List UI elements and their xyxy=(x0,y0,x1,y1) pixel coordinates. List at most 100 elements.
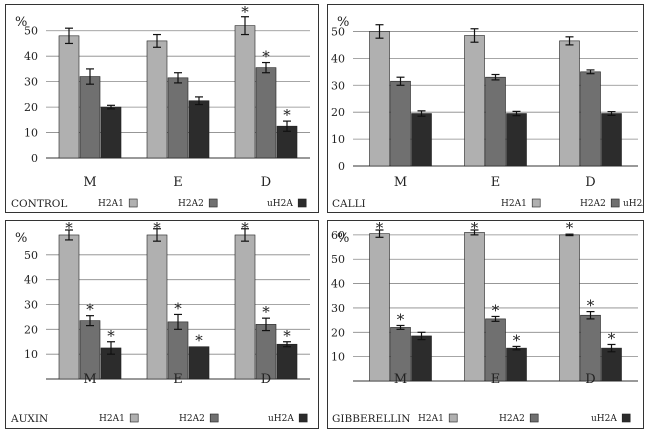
x-tick-label: E xyxy=(173,372,183,387)
legend-swatch-h2a1 xyxy=(129,413,139,423)
bar-h2a2-d xyxy=(255,324,277,380)
bar-h2a2-e xyxy=(485,76,506,167)
bar-uh2a-m xyxy=(411,335,432,382)
significance-star: * xyxy=(608,329,616,347)
x-tick-label: D xyxy=(261,372,271,387)
bar-uh2a-d xyxy=(276,343,298,380)
x-tick-label: M xyxy=(394,372,407,387)
y-tick-label: 40 xyxy=(24,50,38,63)
bar-uh2a-d xyxy=(601,347,622,382)
y-tick-label: 60 xyxy=(331,229,345,242)
bar-uh2a-m xyxy=(411,113,432,167)
chart-panel-gibberellin: 10 20 30 40 50 60% * * M * * * E * * * D GIBBERELLIN H2A1 H… xyxy=(327,220,644,429)
bar-uh2a-e xyxy=(506,347,527,382)
legend-label-uh2a: uH2A xyxy=(268,414,294,424)
legend-label-uh2a: uH2A xyxy=(267,199,293,209)
bar-uh2a-e xyxy=(188,100,210,159)
bar-h2a2-e xyxy=(167,77,189,159)
y-tick-label: 10 xyxy=(331,351,345,364)
significance-star: * xyxy=(492,301,500,319)
x-tick-label: D xyxy=(585,372,595,387)
panel-title: AUXIN xyxy=(10,413,48,425)
significance-star: * xyxy=(566,221,574,237)
legend-label-uh2a: uH2A xyxy=(623,199,643,209)
y-tick-label: 0 xyxy=(338,160,345,173)
legend-swatch-h2a2 xyxy=(610,198,620,208)
significance-star: * xyxy=(376,221,384,237)
y-tick-label: 20 xyxy=(331,326,345,339)
significance-star: * xyxy=(397,310,405,328)
y-axis-unit: % xyxy=(15,15,27,30)
y-tick-label: 50 xyxy=(24,25,38,38)
chart-panel-calli: 0 10 20 30 40 50% M E D CALLI H2A1 H2A2 uH2A xyxy=(327,4,644,213)
chart-svg-gibberellin: 10 20 30 40 50 60% * * M * * * E * * * D GIBBERELLIN H2A1 H… xyxy=(331,221,638,425)
significance-star: * xyxy=(241,5,249,21)
bar-h2a1-d xyxy=(234,25,256,159)
chart-panel-control: 0 10 20 30 40 50% M E * * * D CONTROL H2A1 H2A2 uH2A xyxy=(5,4,319,213)
y-tick-label: 0 xyxy=(31,152,38,165)
bar-h2a1-d xyxy=(234,234,256,380)
significance-star: * xyxy=(174,299,182,317)
significance-star: * xyxy=(65,221,73,237)
x-tick-label: M xyxy=(83,372,96,387)
chart-svg-auxin: 10 20 30 40 50% * * * M * * * E * * * D AUXIN H2A1 H2A2 uH2A xyxy=(10,221,310,425)
y-tick-label: 10 xyxy=(24,348,38,361)
bar-h2a1-e xyxy=(146,40,168,159)
chart-panel-auxin: 10 20 30 40 50% * * * M * * * E * * * D AUXIN H2A1 H2A2 uH2A xyxy=(5,220,319,429)
bar-uh2a-d xyxy=(601,113,622,167)
y-tick-label: 30 xyxy=(331,79,345,92)
legend-label-uh2a: uH2A xyxy=(591,414,617,424)
legend-swatch-h2a1 xyxy=(531,198,541,208)
panel-title: CALLI xyxy=(332,198,366,210)
bar-h2a1-m xyxy=(58,234,80,380)
bar-h2a1-e xyxy=(146,234,168,380)
legend-label-h2a2: H2A2 xyxy=(179,414,205,424)
legend-swatch-uh2a xyxy=(297,198,307,208)
y-tick-label: 50 xyxy=(24,249,38,262)
legend-swatch-h2a1 xyxy=(128,198,138,208)
significance-star: * xyxy=(283,106,291,124)
x-tick-label: D xyxy=(585,175,595,190)
bar-h2a2-e xyxy=(167,321,189,380)
y-tick-label: 30 xyxy=(24,299,38,312)
legend-swatch-h2a2 xyxy=(209,413,219,423)
legend-swatch-h2a2 xyxy=(529,413,539,423)
y-tick-label: 40 xyxy=(24,274,38,287)
x-tick-label: E xyxy=(491,175,501,190)
y-tick-label: 30 xyxy=(24,76,38,89)
significance-star: * xyxy=(513,331,521,349)
bar-h2a2-d xyxy=(580,71,601,167)
bar-h2a1-e xyxy=(464,232,485,382)
y-tick-label: 20 xyxy=(24,101,38,114)
x-tick-label: M xyxy=(83,175,96,190)
x-tick-label: E xyxy=(173,175,183,190)
bar-h2a1-m xyxy=(369,233,390,382)
significance-star: * xyxy=(262,303,270,321)
legend-label-h2a2: H2A2 xyxy=(178,199,204,209)
legend-swatch-uh2a xyxy=(298,413,308,423)
x-tick-label: E xyxy=(491,372,501,387)
panel-title: GIBBERELLIN xyxy=(332,413,410,425)
bar-h2a1-d xyxy=(559,234,580,382)
y-tick-label: 50 xyxy=(331,253,345,266)
x-tick-label: D xyxy=(261,175,271,190)
significance-star: * xyxy=(195,332,203,350)
significance-star: * xyxy=(86,301,94,319)
y-tick-label: 50 xyxy=(331,25,345,38)
significance-star: * xyxy=(283,327,291,345)
bar-h2a2-m xyxy=(390,80,411,167)
y-tick-label: 40 xyxy=(331,278,345,291)
legend-label-h2a1: H2A1 xyxy=(98,199,124,209)
legend-swatch-h2a1 xyxy=(448,413,458,423)
y-tick-label: 20 xyxy=(24,323,38,336)
legend-label-h2a1: H2A1 xyxy=(99,414,125,424)
bar-uh2a-e xyxy=(188,346,210,380)
bar-h2a1-e xyxy=(464,35,485,167)
bar-uh2a-m xyxy=(100,106,122,159)
bar-h2a1-d xyxy=(559,40,580,167)
significance-star: * xyxy=(471,221,479,237)
legend-label-h2a1: H2A1 xyxy=(418,414,444,424)
panel-title: CONTROL xyxy=(11,198,67,210)
y-axis-unit: % xyxy=(337,231,349,246)
significance-star: * xyxy=(262,48,270,66)
